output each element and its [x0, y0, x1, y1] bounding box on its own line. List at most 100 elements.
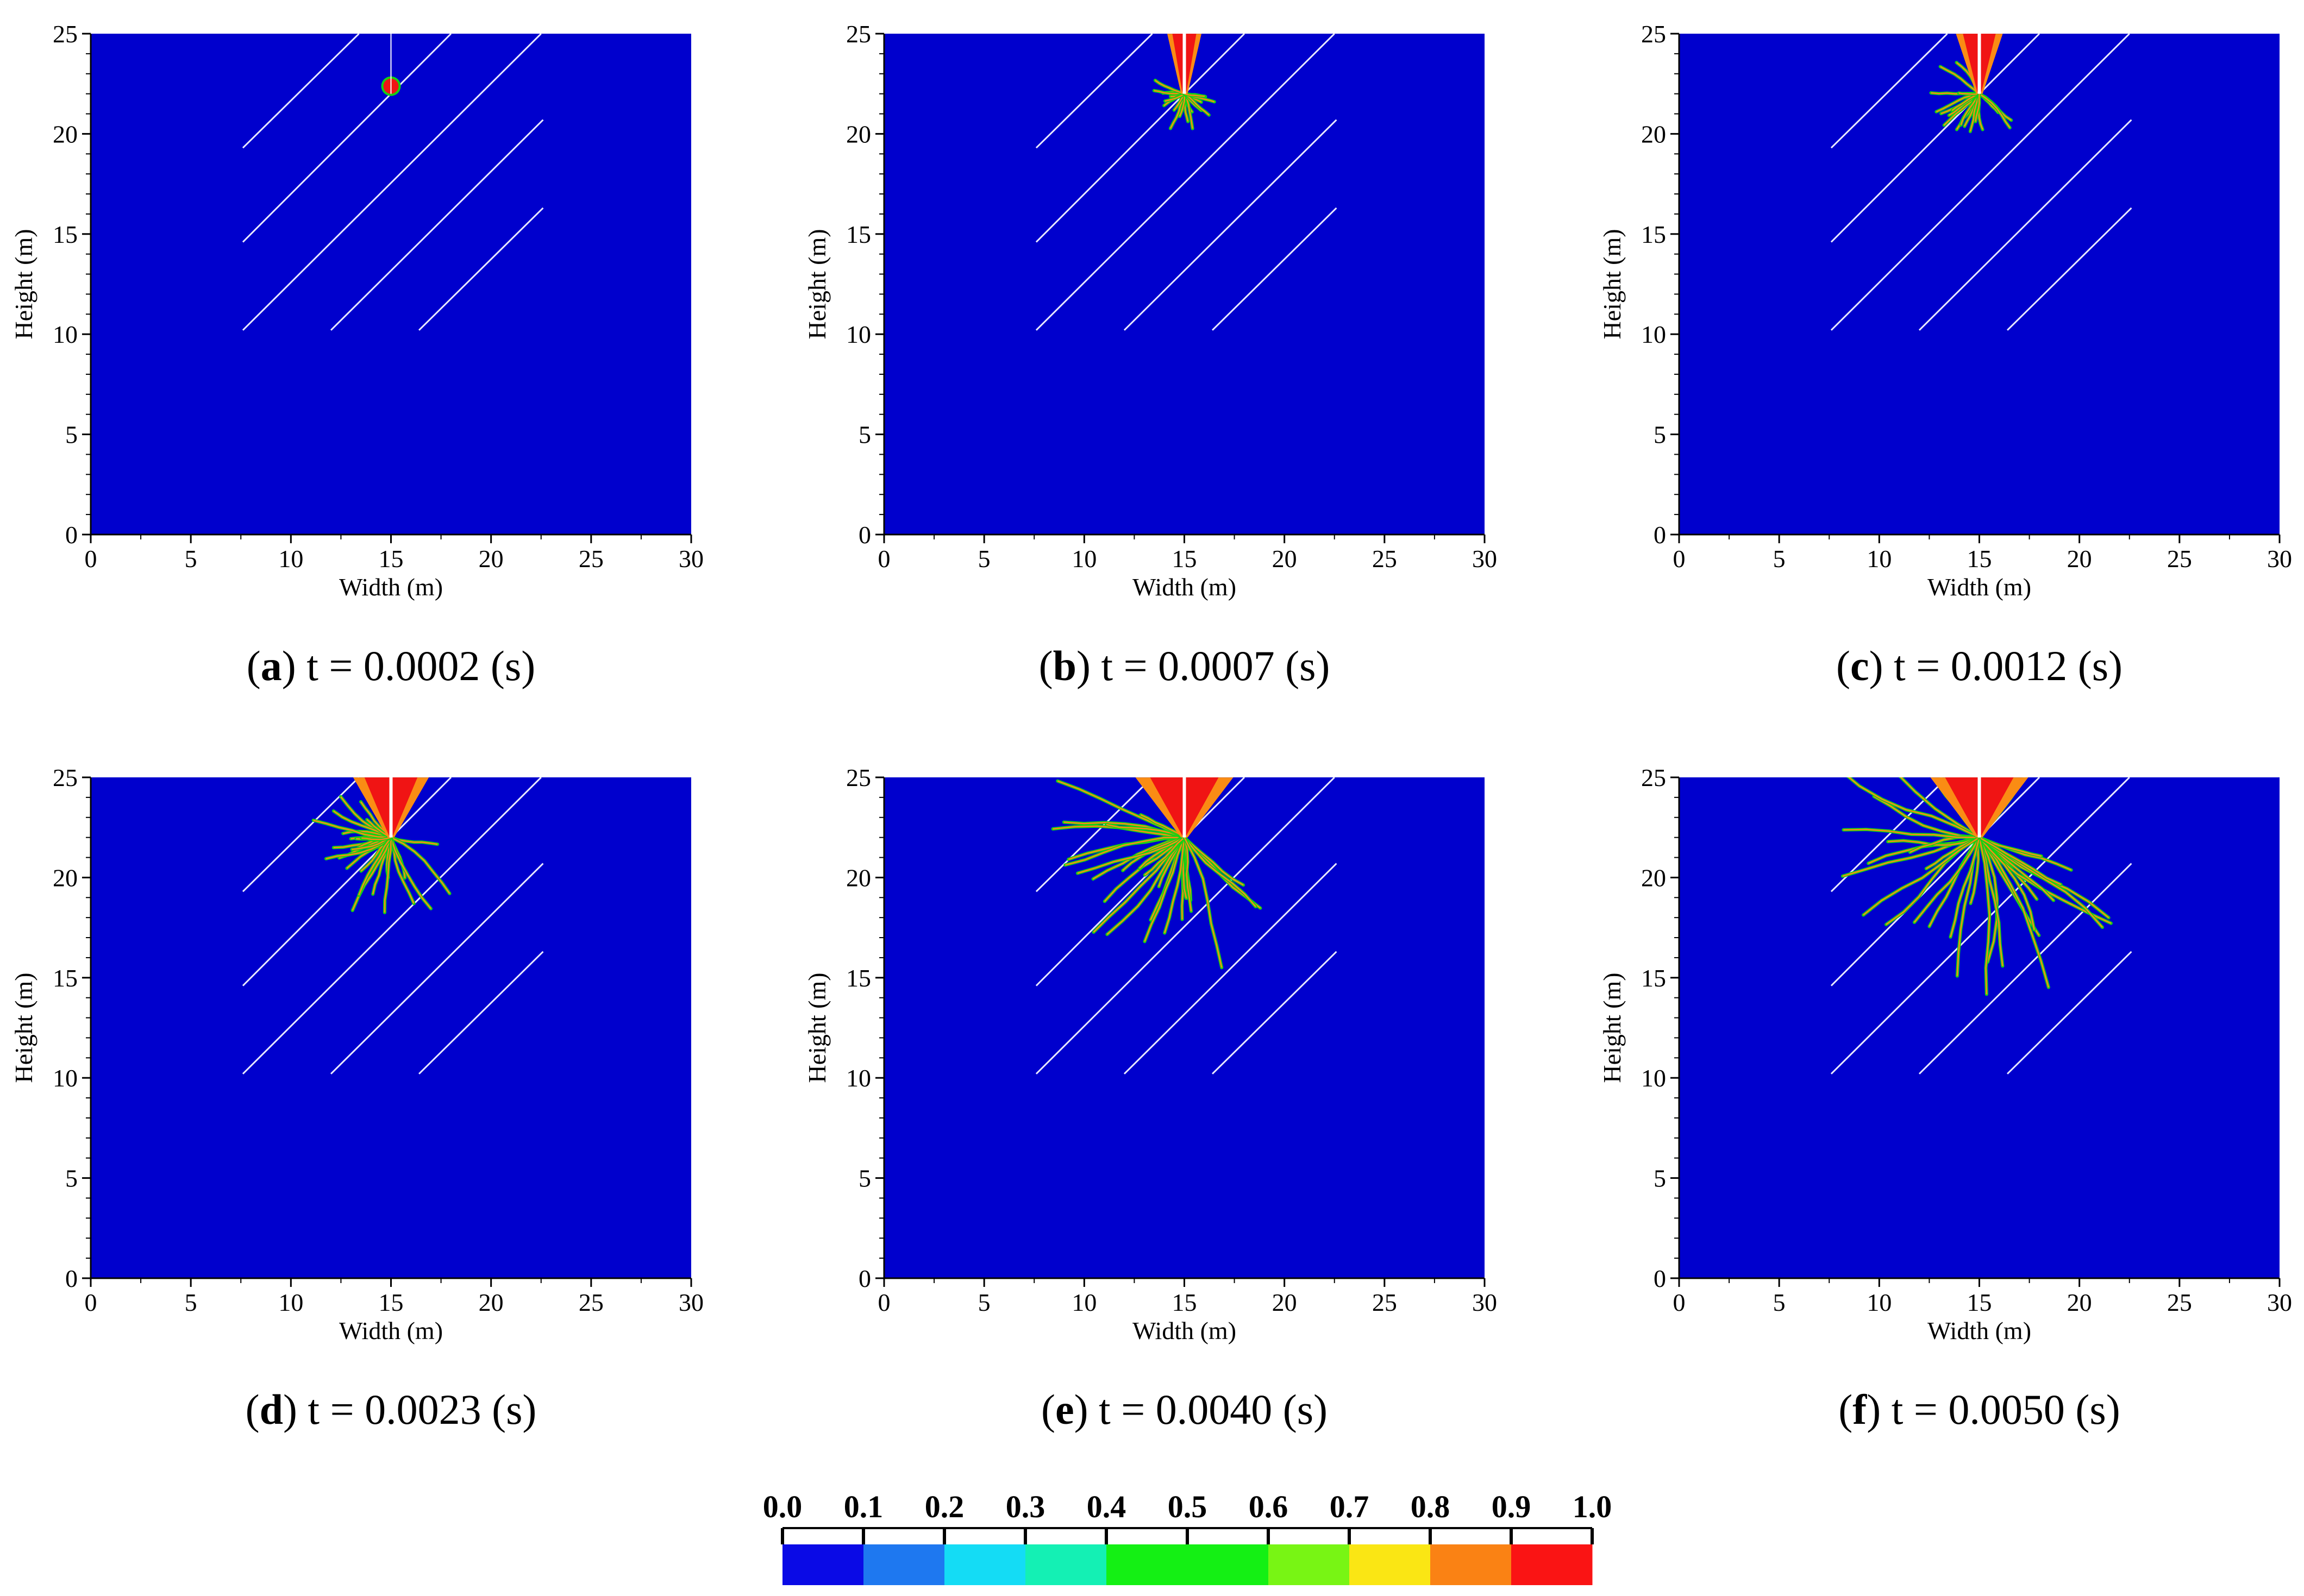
crack-core-d-20 [384, 837, 392, 913]
colorbar-label-7: 0.7 [1330, 1489, 1369, 1524]
y-tick-label-f-10: 10 [1641, 1064, 1666, 1092]
x-tick-label-d-15: 15 [379, 1289, 404, 1316]
y-tick-label-d-0: 0 [65, 1265, 78, 1292]
y-tick-label-a-10: 10 [53, 321, 78, 348]
x-tick-label-f-25: 25 [2167, 1289, 2192, 1316]
damage-zone-f [1840, 777, 2113, 996]
x-axis-title-d: Width (m) [339, 1317, 443, 1344]
colorbar-segment-4 [1106, 1544, 1188, 1585]
crack-core-c-17 [1958, 92, 1980, 95]
caption-paren-open-a: ( [247, 642, 261, 689]
x-tick-label-f-20: 20 [2067, 1289, 2092, 1316]
x-tick-label-c-25: 25 [2167, 545, 2192, 573]
caption-time-b: ) t = 0.0007 (s) [1076, 642, 1330, 689]
x-tick-label-c-30: 30 [2267, 545, 2292, 573]
crack-core-d-19 [313, 819, 391, 838]
joint-line-e-5 [1212, 951, 1337, 1075]
joint-line-b-2 [1035, 34, 1245, 243]
crack-core-b-12 [1184, 93, 1210, 116]
colorbar-segment-6 [1268, 1544, 1350, 1585]
y-tick-label-f-0: 0 [1654, 1265, 1666, 1292]
caption-letter-e: e [1055, 1386, 1074, 1433]
y-tick-label-e-10: 10 [846, 1064, 871, 1092]
crack-core-e-27 [1077, 837, 1185, 874]
x-tick-label-b-15: 15 [1172, 545, 1197, 573]
x-tick-label-d-20: 20 [479, 1289, 504, 1316]
joint-line-e-2 [1035, 777, 1245, 986]
x-tick-label-c-0: 0 [1673, 545, 1686, 573]
colorbar-segment-5 [1187, 1544, 1269, 1585]
x-tick-label-b-20: 20 [1272, 545, 1297, 573]
joint-line-d-5 [418, 951, 544, 1075]
plot-area-a [91, 34, 691, 535]
x-tick-label-f-30: 30 [2267, 1289, 2292, 1316]
y-tick-label-f-20: 20 [1641, 864, 1666, 891]
plot-area-d [91, 777, 691, 1278]
x-axis-title-f: Width (m) [1927, 1317, 2031, 1344]
y-tick-label-c-25: 25 [1641, 20, 1666, 48]
y-tick-label-f-5: 5 [1654, 1165, 1666, 1192]
x-tick-label-e-30: 30 [1472, 1289, 1497, 1316]
x-tick-label-d-25: 25 [579, 1289, 604, 1316]
colorbar-label-2: 0.2 [925, 1489, 965, 1524]
crack-core-d-11 [390, 837, 450, 894]
joint-line-c-1 [1830, 34, 1948, 149]
crack-core-d-12 [352, 837, 392, 911]
x-tick-label-a-30: 30 [679, 545, 704, 573]
colorbar-segment-3 [1025, 1544, 1107, 1585]
panel-a: 0 5 10 15 20 25 30 0 5 10 15 20 25 Width (m) Height (m… [10, 20, 704, 689]
plot-content-a [242, 34, 544, 331]
colorbar-segment-7 [1349, 1544, 1431, 1585]
x-tick-label-d-5: 5 [185, 1289, 197, 1316]
caption-time-c: ) t = 0.0012 (s) [1869, 642, 2123, 689]
caption-letter-c: c [1850, 642, 1869, 689]
caption-d: (d) t = 0.0023 (s) [246, 1386, 537, 1433]
x-tick-label-c-5: 5 [1773, 545, 1786, 573]
panel-d: 0 5 10 15 20 25 30 0 5 10 15 20 25 Width (m) Height (m… [10, 764, 704, 1433]
colorbar-label-1: 0.1 [844, 1489, 884, 1524]
x-tick-label-a-10: 10 [278, 545, 303, 573]
crack-core-c-21 [1979, 93, 2011, 128]
crack-core-d-26 [361, 837, 391, 840]
joint-line-b-3 [1035, 34, 1335, 331]
caption-paren-open-e: ( [1041, 1386, 1055, 1433]
x-tick-label-e-5: 5 [978, 1289, 991, 1316]
caption-c: (c) t = 0.0012 (s) [1836, 642, 2123, 689]
caption-letter-d: d [260, 1386, 283, 1433]
x-tick-label-b-25: 25 [1372, 545, 1397, 573]
x-tick-label-f-0: 0 [1673, 1289, 1686, 1316]
colorbar-label-9: 0.9 [1492, 1489, 1531, 1524]
colorbar: 0.0 0.1 0.2 0.3 0.4 0.5 0.6 0.7 0.8 0.9 1.0 [763, 1489, 1612, 1585]
y-tick-label-a-20: 20 [53, 120, 78, 148]
y-tick-label-b-10: 10 [846, 321, 871, 348]
colorbar-label-4: 0.4 [1087, 1489, 1126, 1524]
caption-e: (e) t = 0.0040 (s) [1041, 1386, 1328, 1433]
x-tick-label-c-15: 15 [1967, 545, 1992, 573]
crack-core-b-18 [1184, 93, 1205, 97]
caption-letter-a: a [261, 642, 282, 689]
colorbar-segment-1 [863, 1544, 945, 1585]
crack-core-f-34 [1848, 777, 1980, 838]
caption-paren-open-c: ( [1836, 642, 1850, 689]
y-tick-label-e-15: 15 [846, 964, 871, 992]
caption-time-a: ) t = 0.0002 (s) [282, 642, 535, 689]
crack-core-e-28 [1144, 837, 1185, 876]
crack-core-d-24 [358, 837, 392, 896]
y-tick-label-e-25: 25 [846, 764, 871, 791]
colorbar-label-6: 0.6 [1249, 1489, 1288, 1524]
x-tick-label-f-10: 10 [1867, 1289, 1892, 1316]
y-tick-label-d-10: 10 [53, 1064, 78, 1092]
x-tick-label-f-15: 15 [1967, 1289, 1992, 1316]
crack-core-e-9 [1144, 837, 1185, 942]
joint-line-b-5 [1212, 207, 1337, 331]
crack-core-f-29 [1843, 828, 1980, 838]
crack-core-f-24 [1979, 837, 2004, 966]
plot-content-c [1830, 34, 2132, 331]
joint-line-f-4 [1918, 863, 2132, 1075]
colorbar-label-0: 0.0 [763, 1489, 803, 1524]
joint-line-a-3 [242, 34, 542, 331]
y-axis-title-e: Height (m) [803, 972, 831, 1083]
damage-zone-e [1051, 777, 1262, 970]
x-tick-label-d-10: 10 [278, 1289, 303, 1316]
caption-time-e: ) t = 0.0040 (s) [1074, 1386, 1328, 1433]
